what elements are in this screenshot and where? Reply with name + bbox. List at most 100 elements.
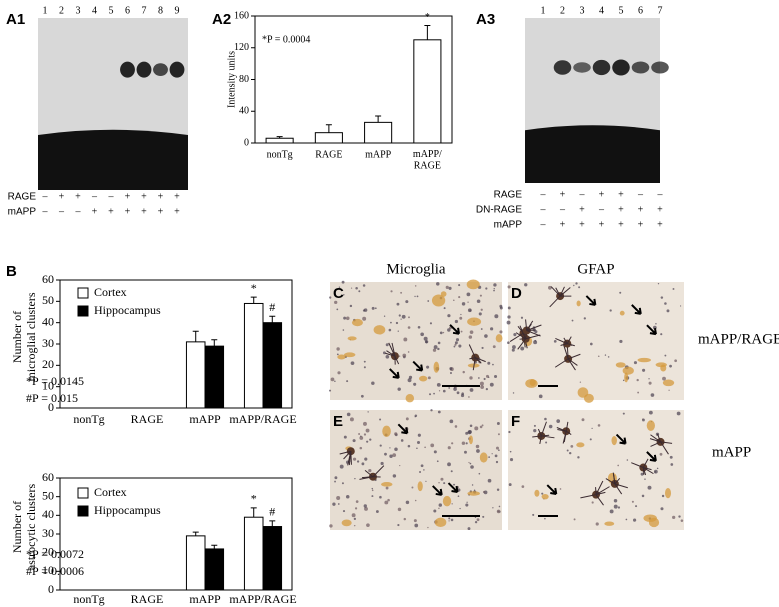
legend-label: Cortex [94, 485, 127, 499]
sign: + [618, 189, 624, 200]
stain-blob [495, 334, 503, 343]
sign: + [108, 206, 114, 217]
cell-process [555, 287, 561, 297]
stain-dot [595, 522, 599, 526]
stain-dot [553, 339, 557, 343]
cell-process [660, 441, 669, 455]
lane-number: 2 [560, 5, 565, 16]
lane-number: 3 [76, 5, 81, 16]
stain-dot [363, 504, 367, 508]
stain-dot [508, 483, 512, 487]
sign: + [92, 206, 98, 217]
stain-dot [656, 467, 659, 470]
free-probe [38, 129, 188, 190]
error-bar [250, 507, 257, 518]
sign: + [579, 204, 585, 215]
stain-dot [392, 453, 397, 458]
stain-dot [666, 309, 670, 313]
stain-dot [493, 287, 495, 290]
stain-dot [334, 300, 338, 305]
significance-marker: * [251, 281, 257, 295]
stain-dot [466, 292, 471, 297]
stain-dot [533, 424, 536, 427]
stain-dot [343, 316, 347, 320]
stain-dot [678, 515, 681, 518]
stain-dot [399, 464, 401, 467]
stain-dot [631, 500, 634, 503]
stain-dot [448, 387, 451, 389]
stain-dot [597, 355, 600, 357]
stain-dot [466, 501, 468, 503]
sign: + [599, 219, 605, 230]
stain-dot [343, 294, 345, 296]
sign: – [540, 204, 547, 215]
stain-dot [363, 366, 366, 369]
stain-dot [353, 524, 356, 527]
x-tick-label: RAGE [131, 412, 164, 426]
stain-dot [474, 426, 479, 431]
stain-dot [363, 421, 367, 426]
stain-dot [609, 309, 612, 312]
y-tick-label: 10 [42, 563, 54, 577]
stain-dot [389, 454, 393, 458]
stain-dot [487, 361, 491, 365]
sign: + [618, 219, 624, 230]
stain-dot [617, 464, 620, 467]
stain-dot [424, 340, 429, 344]
stain-dot [359, 446, 363, 450]
cell-process [525, 319, 528, 331]
stain-dot [402, 353, 407, 358]
stain-dot [660, 296, 664, 299]
stain-dot [354, 477, 356, 480]
stain-dot [496, 422, 500, 425]
sign: + [657, 219, 663, 230]
stain-dot [509, 450, 512, 453]
row-label: DN-RAGE [476, 205, 522, 216]
cell-process [642, 467, 647, 476]
stain-dot [362, 284, 366, 287]
stain-blob [637, 357, 651, 363]
cell-process [567, 343, 575, 347]
stain-dot [626, 459, 629, 461]
stain-dot [332, 502, 336, 506]
lane-number: 8 [158, 5, 163, 16]
stain-dot [532, 513, 535, 516]
stain-dot [390, 321, 392, 324]
cell-process [537, 428, 542, 437]
stain-dot [349, 304, 353, 308]
cell-process [364, 469, 374, 478]
stain-dot [534, 339, 537, 342]
stain-dot [507, 285, 511, 289]
y-tick-label: 40 [239, 106, 249, 117]
error-bar [276, 136, 283, 139]
stain-blob [440, 291, 447, 297]
panel-label: B [6, 263, 17, 280]
panel-label: E [333, 413, 343, 430]
micrograph: C [329, 279, 503, 403]
error-bar [211, 339, 218, 347]
stain-dot [464, 450, 467, 454]
stain-dot [443, 482, 446, 485]
stain-blob [576, 442, 585, 448]
sign: + [125, 206, 131, 217]
stain-dot [417, 433, 421, 437]
stain-dot [476, 449, 480, 453]
stain-dot [447, 328, 451, 332]
stain-dot [453, 345, 456, 348]
stain-dot [416, 440, 421, 444]
stain-dot [453, 387, 457, 391]
stain-dot [437, 341, 441, 345]
stain-dot [405, 300, 409, 304]
stain-dot [413, 382, 417, 386]
stain-dot [460, 330, 463, 333]
stain-dot [499, 511, 501, 513]
stain-dot [414, 295, 416, 298]
gel-band [136, 61, 152, 78]
stain-dot [346, 412, 351, 417]
arrow [585, 295, 597, 306]
stain-dot [483, 377, 486, 381]
stain-blob [646, 420, 655, 432]
stain-dot [407, 444, 411, 448]
y-tick-label: 60 [42, 272, 54, 286]
annotation: #P = 0.015 [26, 391, 78, 405]
